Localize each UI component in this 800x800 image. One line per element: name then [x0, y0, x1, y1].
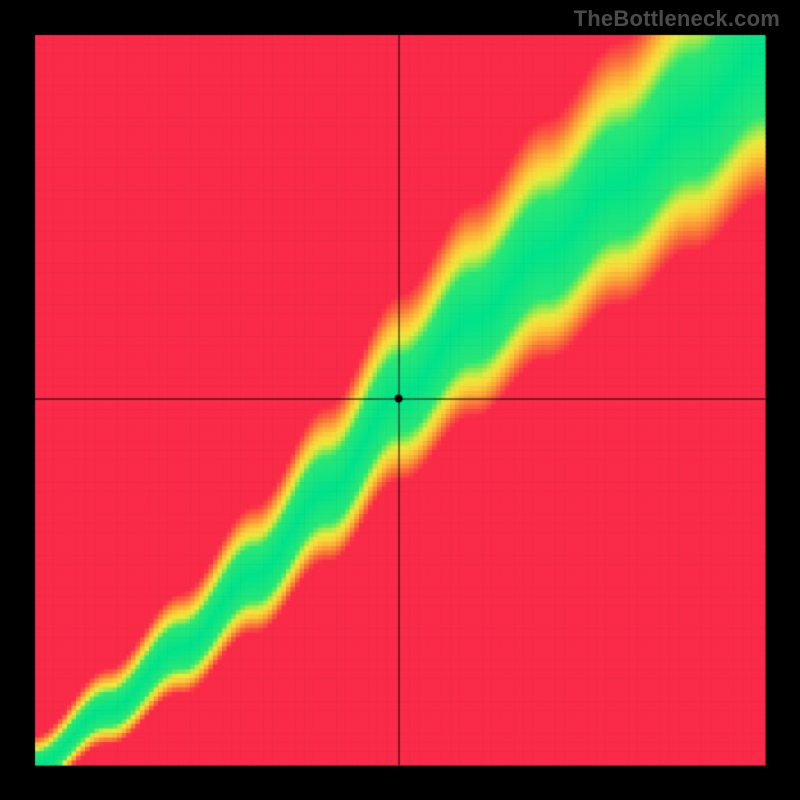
- heatmap-canvas: [0, 0, 800, 800]
- watermark-text: TheBottleneck.com: [574, 6, 780, 32]
- bottleneck-heatmap-container: TheBottleneck.com: [0, 0, 800, 800]
